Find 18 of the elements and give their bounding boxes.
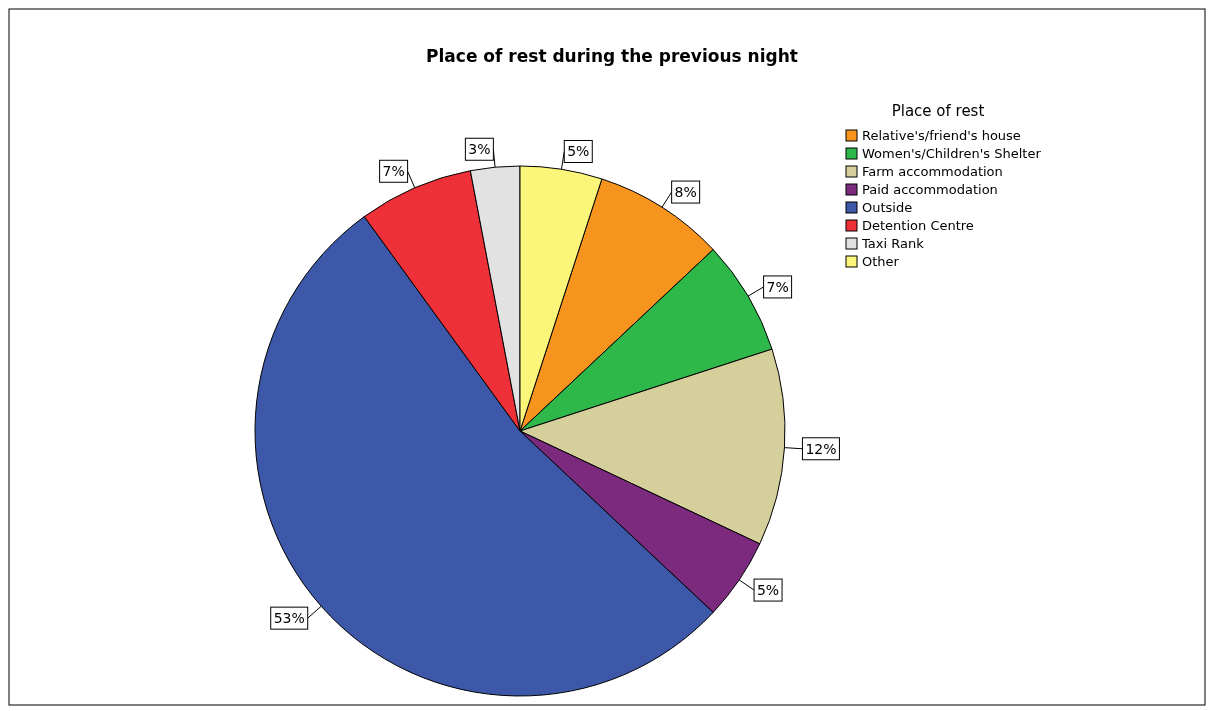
chart-title: Place of rest during the previous night <box>426 46 798 66</box>
data-label: 8% <box>674 184 697 201</box>
legend-label: Women's/Children's Shelter <box>862 146 1042 161</box>
legend-label: Paid accommodation <box>862 182 998 197</box>
data-label: 5% <box>756 582 780 599</box>
legend-label: Taxi Rank <box>861 236 925 251</box>
legend-label: Relative's/friend's house <box>862 128 1021 143</box>
legend-label: Detention Centre <box>862 218 974 233</box>
data-label: 7% <box>382 163 405 180</box>
data-label: 5% <box>567 143 590 160</box>
legend-title: Place of rest <box>891 102 985 120</box>
data-label: 3% <box>468 141 491 158</box>
data-label: 53% <box>273 610 305 627</box>
legend-label: Other <box>862 254 900 269</box>
legend-label: Outside <box>862 200 913 215</box>
data-label: 7% <box>766 278 789 295</box>
legend-label: Farm accommodation <box>862 164 1003 179</box>
data-label: 12% <box>805 440 837 457</box>
